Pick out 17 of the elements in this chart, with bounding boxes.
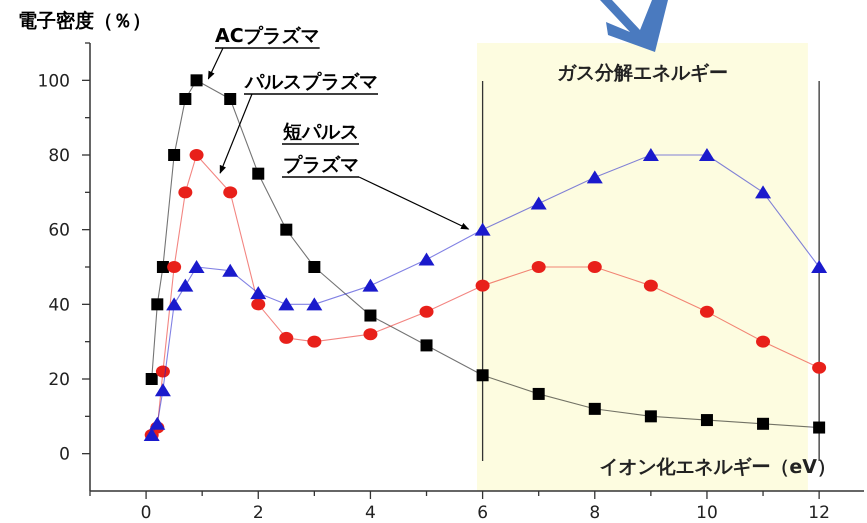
x-tick-label: 4 bbox=[365, 503, 376, 523]
x-tick-label: 12 bbox=[808, 503, 830, 523]
y-tick-label: 0 bbox=[59, 444, 70, 465]
y-tick-label: 100 bbox=[38, 71, 70, 92]
x-tick-label: 10 bbox=[696, 503, 718, 523]
x-tick-label: 2 bbox=[252, 503, 264, 523]
x-axis-title: イオン化エネルギー（eV） bbox=[599, 456, 836, 478]
band-label: ガス分解エネルギー bbox=[556, 62, 728, 84]
series-label: ACプラズマ bbox=[215, 25, 320, 47]
x-tick-label: 0 bbox=[140, 503, 152, 523]
y-axis-title: 電子密度（％） bbox=[18, 10, 151, 32]
y-tick-label: 60 bbox=[48, 220, 70, 241]
x-tick-label: 8 bbox=[589, 503, 600, 523]
y-tick-label: 20 bbox=[48, 370, 70, 390]
y-tick-label: 80 bbox=[48, 146, 70, 166]
y-tick-label: 40 bbox=[48, 295, 70, 316]
x-tick-label: 6 bbox=[477, 503, 488, 523]
